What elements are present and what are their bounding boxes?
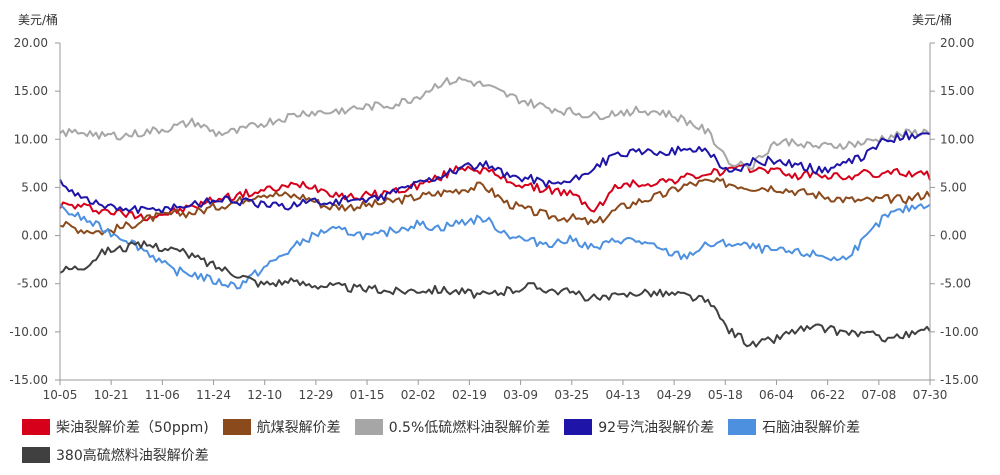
legend-swatch: [354, 419, 383, 435]
series-line: [59, 76, 931, 170]
right-tick-label: -10.00: [940, 325, 979, 339]
right-tick-label: -5.00: [940, 277, 971, 291]
x-tick-label: 03-25: [554, 388, 589, 402]
legend-swatch: [222, 419, 251, 435]
right-tick-label: 5.00: [940, 180, 967, 194]
legend-label: 柴油裂解价差（50ppm): [56, 420, 209, 436]
x-tick-label: 10-05: [43, 388, 78, 402]
series-line: [59, 177, 931, 236]
x-tick-label: 06-22: [810, 388, 845, 402]
legend-item: 92号汽油裂解价差: [564, 416, 714, 438]
right-tick-label: 20.00: [940, 36, 974, 50]
right-tick-label: 10.00: [940, 132, 974, 146]
legend-label: 92号汽油裂解价差: [598, 420, 715, 436]
x-tick-label: 06-04: [759, 388, 794, 402]
series-line: [59, 240, 931, 348]
series-line: [59, 130, 931, 214]
series-lines: [59, 76, 931, 348]
x-tick-label: 07-30: [913, 388, 948, 402]
legend-swatch: [22, 447, 50, 463]
right-tick-label: -15.00: [940, 373, 979, 387]
legend-item: 0.5%低硫燃料油裂解价差: [354, 416, 551, 438]
line-chart: 美元/桶 美元/桶 20.00 15.00 10.00 5.00 0.00 -5.00 -1…: [9, 12, 979, 402]
legend: 柴油裂解价差（50ppm) 航煤裂解价差 0.5%低硫燃料油裂解价差 92号汽油裂解价…: [22, 416, 992, 466]
x-tick-label: 05-18: [708, 388, 743, 402]
x-tick-label: 10-21: [94, 388, 129, 402]
legend-item: 石脑油裂解价差: [728, 416, 860, 438]
legend-item: 柴油裂解价差（50ppm): [22, 416, 209, 438]
left-axis-unit: 美元/桶: [18, 12, 58, 27]
x-tick-label: 12-29: [298, 388, 333, 402]
left-tick-label: 5.00: [21, 180, 48, 194]
left-tick-label: 0.00: [21, 229, 48, 243]
left-tick-label: -10.00: [9, 325, 48, 339]
right-tick-label: 0.00: [940, 229, 967, 243]
left-tick-label: 20.00: [14, 36, 48, 50]
legend-swatch: [22, 419, 50, 435]
left-tick-label: 15.00: [14, 84, 48, 98]
x-axis-ticks: 10-05 10-21 11-06 11-24 12-10 12-29 01-15 02-02…: [43, 380, 948, 402]
legend-label: 0.5%低硫燃料油裂解价差: [388, 420, 551, 436]
legend-item: 航煤裂解价差: [222, 416, 341, 438]
legend-label: 380高硫燃料油裂解价差: [56, 448, 209, 464]
left-axis-ticks: 20.00 15.00 10.00 5.00 0.00 -5.00 -10.00 -15.00: [9, 36, 60, 387]
right-axis-unit: 美元/桶: [912, 12, 952, 27]
x-tick-label: 02-19: [452, 388, 487, 402]
x-tick-label: 03-09: [503, 388, 538, 402]
legend-swatch: [728, 419, 757, 435]
right-axis-ticks: 20.00 15.00 10.00 5.00 0.00 -5.00 -10.00 -15.00: [930, 36, 979, 387]
legend-swatch: [564, 419, 593, 435]
x-tick-label: 01-15: [350, 388, 385, 402]
x-tick-label: 04-29: [657, 388, 692, 402]
x-tick-label: 07-08: [861, 388, 896, 402]
x-tick-label: 02-02: [401, 388, 436, 402]
left-tick-label: -5.00: [17, 277, 48, 291]
legend-item: 380高硫燃料油裂解价差: [22, 444, 209, 466]
x-tick-label: 12-10: [247, 388, 282, 402]
x-tick-label: 11-24: [196, 388, 231, 402]
right-tick-label: 15.00: [940, 84, 974, 98]
x-tick-label: 11-06: [145, 388, 180, 402]
left-tick-label: -15.00: [9, 373, 48, 387]
series-line: [59, 203, 931, 290]
legend-label: 航煤裂解价差: [256, 420, 341, 436]
left-tick-label: 10.00: [14, 132, 48, 146]
series-line: [59, 163, 931, 222]
x-tick-label: 04-13: [606, 388, 641, 402]
legend-label: 石脑油裂解价差: [762, 420, 861, 436]
